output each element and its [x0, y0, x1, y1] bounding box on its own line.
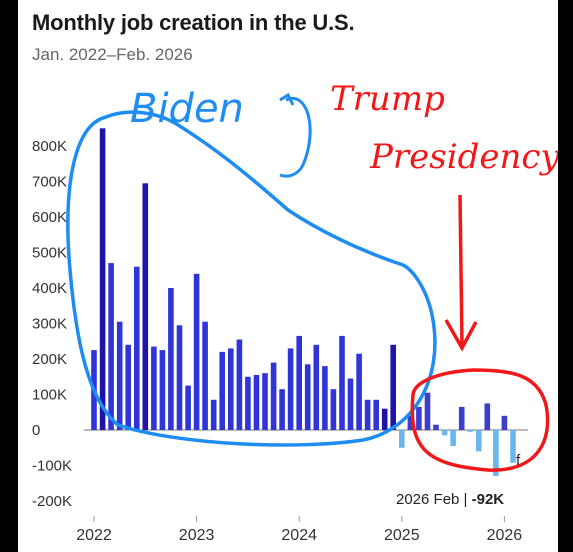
bar-2022-06 [134, 266, 140, 430]
y-tick-label: 600K [32, 209, 67, 226]
bar-2024-10 [373, 399, 379, 430]
bar-2022-04 [116, 321, 123, 430]
x-axis: 2022 2023 2024 2025 2026 [76, 516, 522, 544]
bar-2023-11 [279, 389, 285, 430]
biden-handwritten-label: Biden [130, 86, 244, 132]
chart-subtitle: Jan. 2022–Feb. 2026 [32, 45, 193, 64]
bar-2023-01 [193, 273, 200, 430]
y-tick-label: 700K [32, 174, 67, 191]
bar-2024-03 [313, 344, 320, 430]
chart-card: Monthly job creation in the U.S. Jan. 20… [18, 0, 558, 552]
y-tick-label: -100K [32, 458, 72, 475]
y-tick-label: 300K [32, 316, 67, 333]
biden-outline-scribble [66, 110, 437, 447]
y-tick-label: 0 [32, 422, 40, 439]
bar-2022-07 [142, 183, 149, 430]
bar-2025-10 [476, 430, 482, 452]
chart-title: Monthly job creation in the U.S. [32, 10, 355, 35]
bar-2024-05 [330, 389, 337, 430]
bar-2025-03 [416, 406, 422, 430]
bar-2022-10 [168, 288, 174, 430]
y-tick-label: -200K [32, 493, 72, 510]
trump-handwritten-label: Trump [330, 79, 445, 119]
y-tick-label: 400K [32, 280, 67, 297]
y-tick-label: 500K [32, 245, 67, 262]
bar-2024-01 [296, 335, 302, 430]
trump-outline-scribble [410, 368, 550, 472]
bar-2026-01 [501, 415, 508, 430]
bar-2022-11 [176, 325, 183, 430]
bar-2022-02 [99, 128, 106, 431]
bar-2025-05 [433, 424, 439, 430]
bar-2024-06 [339, 335, 345, 430]
bar-2023-09 [262, 373, 268, 430]
latest-value-annotation: 2026 Feb | -92K [396, 491, 504, 508]
bar-2025-02 [407, 415, 414, 430]
bar-2024-04 [322, 366, 328, 430]
x-tick-label: 2026 [487, 527, 523, 544]
latest-value-number: -92K [472, 491, 505, 508]
bar-2022-09 [159, 350, 166, 430]
latest-value-label: 2026 Feb | [396, 491, 472, 508]
presidency-handwritten-label: Presidency [369, 137, 558, 177]
bar-2025-01 [399, 430, 405, 448]
bar-2022-05 [125, 344, 131, 430]
bar-2025-08 [458, 406, 465, 430]
bar-chart: 800K 700K 600K 500K 400K 300K 200K 100K 0 -100K -2… [32, 79, 558, 544]
bar-2026-02 [510, 430, 516, 463]
bar-2025-07 [450, 430, 456, 446]
bars [91, 128, 516, 477]
x-tick-label: 2023 [179, 527, 215, 544]
bar-2024-02 [304, 364, 311, 430]
bar-2023-04 [219, 351, 225, 430]
bar-2024-11 [381, 408, 388, 430]
bar-2022-08 [151, 346, 157, 430]
bar-2024-09 [364, 399, 371, 430]
biden-label-arrow [279, 92, 312, 178]
latest-value-marker: f [516, 452, 521, 469]
bar-2023-10 [270, 362, 277, 431]
bar-2023-07 [245, 376, 251, 431]
y-axis: 800K 700K 600K 500K 400K 300K 200K 100K 0 -100K -2… [32, 138, 72, 510]
x-tick-label: 2024 [281, 527, 317, 544]
bar-2023-12 [287, 348, 294, 430]
bar-2023-08 [253, 375, 260, 430]
x-tick-label: 2022 [76, 527, 112, 544]
bar-2025-04 [424, 392, 431, 430]
bar-2023-03 [210, 399, 217, 430]
bar-2024-07 [347, 378, 354, 430]
y-tick-label: 800K [32, 138, 67, 155]
bar-2022-12 [185, 385, 191, 430]
bar-2025-09 [467, 430, 473, 432]
bar-2025-11 [484, 403, 491, 430]
y-tick-label: 200K [32, 351, 67, 368]
bar-2023-05 [228, 348, 234, 430]
bar-2022-03 [108, 263, 114, 430]
bar-2025-06 [441, 430, 448, 436]
x-tick-label: 2025 [384, 527, 420, 544]
y-tick-label: 100K [32, 387, 67, 404]
bar-2025-12 [493, 430, 499, 477]
bar-2024-12 [390, 344, 396, 430]
bar-2024-08 [356, 353, 362, 430]
bar-2023-06 [236, 339, 243, 430]
bar-2023-02 [202, 321, 208, 430]
trump-arrow [444, 194, 478, 352]
